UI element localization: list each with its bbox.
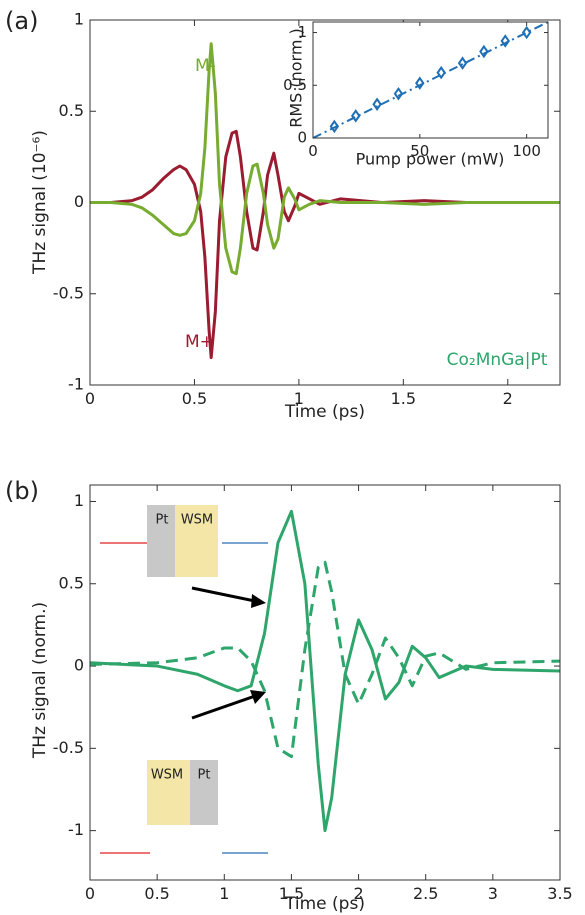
x-tick-label: 100 [512, 142, 541, 160]
x-axis-label: Pump power (mW) [356, 150, 505, 169]
panel-label: (b) [5, 477, 39, 505]
series-label: M+ [185, 332, 214, 352]
x-tick-label: 50 [410, 142, 429, 160]
series-label: M- [195, 56, 216, 76]
arrowhead [250, 690, 266, 704]
x-tick-label: 1.5 [391, 389, 416, 408]
x-tick-label: 0.5 [144, 884, 169, 903]
y-tick-label: 0 [74, 656, 84, 675]
y-tick-label: -0.5 [53, 283, 84, 302]
y-tick-label: 0.5 [59, 573, 84, 592]
x-tick-label: 2.5 [413, 884, 438, 903]
data-marker [457, 56, 468, 70]
layer [147, 505, 175, 577]
data-line [89, 560, 561, 759]
y-tick-label: -0.5 [53, 738, 84, 757]
x-tick-label: 0 [308, 142, 318, 160]
y-tick-label: 0 [74, 192, 84, 211]
layer [190, 760, 218, 825]
x-tick-label: 0 [85, 389, 95, 408]
schematic: Pt WSM WSM Pt [100, 505, 268, 854]
layer-label: Pt [156, 513, 169, 528]
x-tick-label: 2 [503, 389, 513, 408]
y-tick-label: 1 [74, 491, 84, 510]
y-tick-label: 0.5 [283, 76, 307, 94]
data-marker [415, 76, 425, 90]
plot-frame [89, 484, 561, 881]
x-tick-label: 3 [488, 884, 498, 903]
data-marker [521, 25, 532, 40]
panel-label: (a) [5, 7, 38, 35]
data-marker [436, 65, 446, 80]
plot-frame [89, 19, 561, 386]
annotation: Co₂MnGa|Pt [447, 350, 548, 370]
data-marker [329, 119, 340, 134]
data-marker [372, 97, 382, 111]
x-tick-label: 1 [219, 884, 229, 903]
y-axis-label: RMS (norm.) [287, 28, 306, 128]
y-tick-label: 0 [297, 129, 307, 147]
x-tick-label: 0 [85, 884, 95, 903]
x-tick-label: 3.5 [547, 884, 572, 903]
y-tick-label: 1 [74, 10, 84, 29]
x-tick-label: 1 [294, 389, 304, 408]
layer [175, 505, 218, 577]
x-tick-label: 1.5 [279, 884, 304, 903]
layer [147, 760, 190, 825]
y-tick-label: -1 [68, 375, 84, 394]
data-marker [479, 44, 489, 59]
y-tick-label: -1 [68, 820, 84, 839]
y-axis-label: THz signal (10⁻⁶) [30, 130, 50, 275]
arrow [191, 586, 256, 603]
x-axis-label: Time (ps) [284, 894, 365, 914]
y-tick-label: 0.5 [59, 101, 84, 120]
y-axis-label: THz signal (norm.) [30, 602, 50, 759]
data-line [89, 509, 561, 833]
data-marker [351, 109, 361, 123]
x-axis-label: Time (ps) [284, 402, 365, 422]
data-marker [393, 86, 404, 101]
arrowhead [251, 594, 266, 608]
data-line [90, 42, 560, 276]
layer-label: WSM [151, 768, 183, 783]
plot-frame [312, 21, 549, 139]
data-marker [500, 34, 510, 48]
y-tick-label: 1 [297, 23, 307, 41]
layer-label: WSM [181, 513, 213, 528]
x-tick-label: 0.5 [182, 389, 207, 408]
layer-label: Pt [198, 768, 211, 783]
data-line [312, 21, 549, 139]
arrow [191, 694, 256, 720]
x-tick-label: 2 [353, 884, 363, 903]
